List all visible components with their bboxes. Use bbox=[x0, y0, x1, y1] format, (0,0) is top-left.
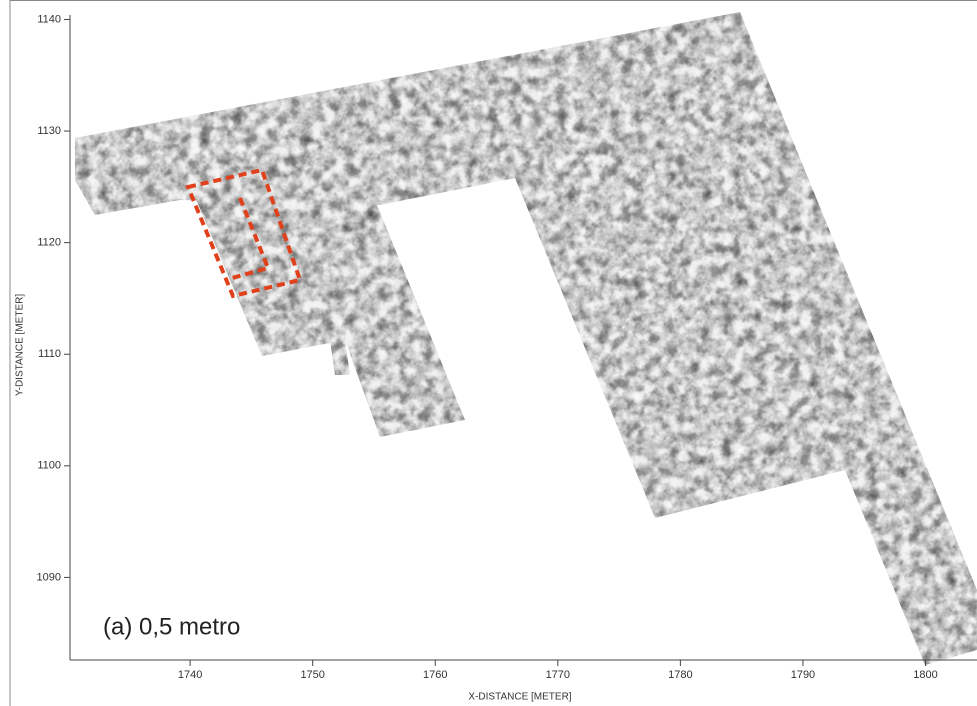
y-tick-label: 1130 bbox=[37, 125, 61, 137]
x-tick-label: 1790 bbox=[791, 669, 815, 681]
y-tick-label: 1140 bbox=[37, 13, 61, 25]
x-tick-label: 1780 bbox=[668, 669, 692, 681]
annotation: (a) 0,5 metro bbox=[103, 613, 240, 640]
x-tick-label: 1800 bbox=[913, 669, 937, 681]
x-axis-label: X-DISTANCE [METER] bbox=[468, 692, 571, 703]
y-axis-label: Y-DISTANCE [METER] bbox=[15, 294, 26, 396]
chart: Y-DISTANCE [METER] X-DISTANCE [METER] (a… bbox=[0, 0, 977, 706]
x-tick-label: 1770 bbox=[546, 669, 570, 681]
y-tick-label: 1100 bbox=[37, 460, 61, 472]
x-tick-label: 1740 bbox=[178, 669, 202, 681]
x-tick-label: 1750 bbox=[300, 669, 324, 681]
y-tick-label: 1110 bbox=[38, 348, 61, 360]
x-tick-label: 1760 bbox=[423, 669, 447, 681]
y-tick-label: 1120 bbox=[37, 237, 61, 249]
y-tick-label: 1090 bbox=[37, 571, 61, 583]
